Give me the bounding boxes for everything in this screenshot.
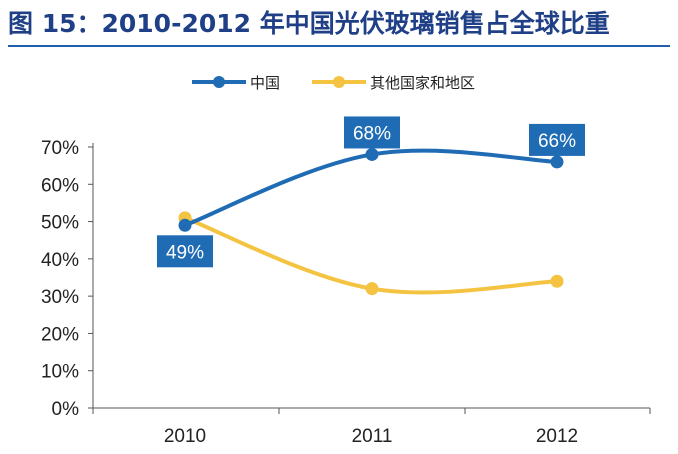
china-point	[550, 155, 564, 169]
y-tick-label: 70%	[41, 138, 79, 159]
x-tick-label: 2011	[352, 426, 393, 447]
china-point	[178, 218, 192, 232]
y-tick-label: 10%	[41, 362, 79, 383]
series-line-others	[183, 215, 559, 295]
others-point	[550, 274, 564, 288]
data-label-box	[529, 123, 585, 156]
legend: 中国 其他国家和地区	[192, 74, 475, 92]
series-group	[178, 147, 564, 296]
legend-item-china: 中国	[192, 74, 280, 92]
data-labels: 49% 68% 66%	[157, 116, 585, 268]
legend-marker	[333, 76, 345, 88]
others-point	[365, 282, 379, 296]
x-tick-label: 2010	[164, 426, 206, 447]
y-tick-label: 20%	[41, 324, 79, 345]
data-label: 49%	[166, 242, 204, 263]
data-label: 66%	[538, 131, 576, 152]
y-tick-label: 40%	[41, 250, 79, 271]
legend-label: 中国	[250, 74, 280, 92]
legend-label: 其他国家和地区	[370, 74, 475, 92]
y-tick-label: 50%	[41, 213, 79, 234]
y-tick-label: 60%	[41, 175, 79, 196]
legend-marker	[213, 76, 225, 88]
y-tick-label: 0%	[52, 399, 80, 420]
series-line-china	[183, 148, 559, 228]
data-label-box	[344, 116, 400, 149]
data-label: 68%	[353, 123, 391, 144]
y-tick-label: 30%	[41, 287, 79, 308]
title-underline	[8, 45, 670, 47]
china-point	[365, 147, 379, 161]
legend-item-others: 其他国家和地区	[312, 74, 475, 92]
data-label-box	[157, 235, 213, 268]
chart-title: 图 15：2010-2012 年中国光伏玻璃销售占全球比重	[8, 9, 610, 38]
axes: 0% 10% 20% 30% 40% 50% 60% 70% 2010 2011 2012	[41, 138, 651, 447]
x-tick-label: 2012	[536, 426, 578, 447]
